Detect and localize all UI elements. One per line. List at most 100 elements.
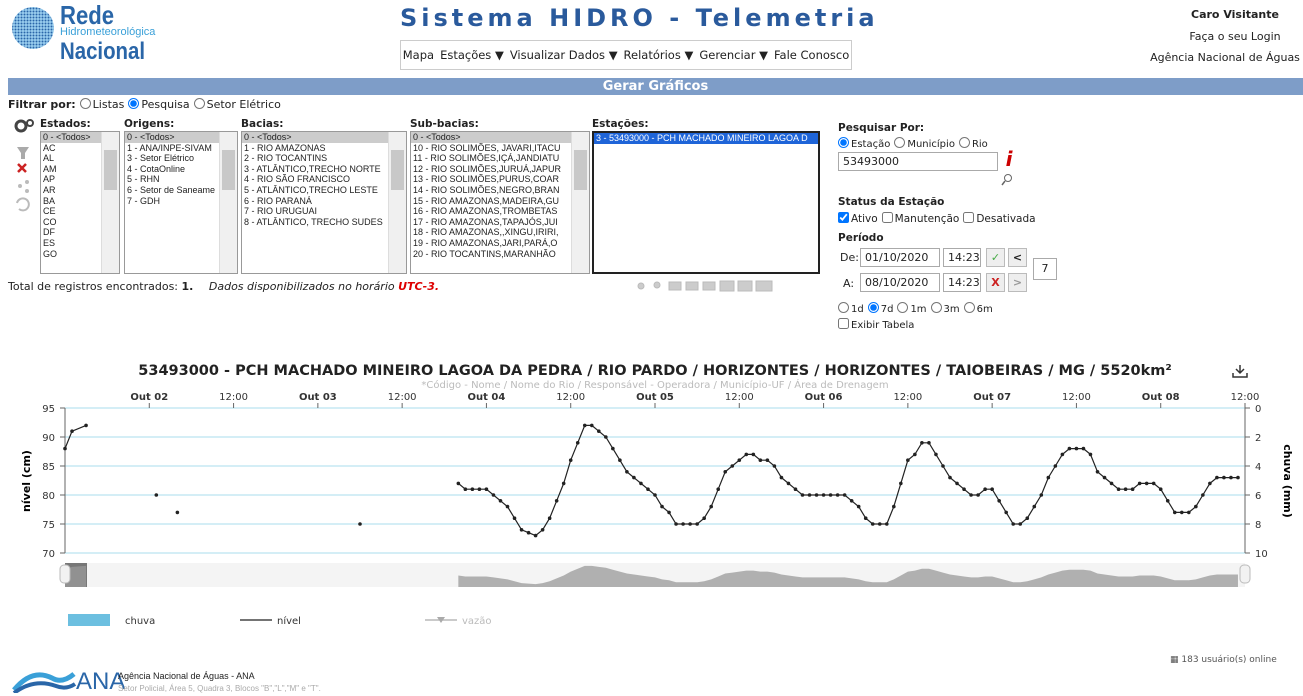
list-box[interactable]: 0 - <Todos> 1 - RIO AMAZONAS 2 - RIO TOCAN…: [241, 131, 407, 274]
range-option-input[interactable]: [963, 302, 975, 313]
to-time[interactable]: 14:23: [943, 273, 981, 292]
list-item[interactable]: 3 - 53493000 - PCH MACHADO MINEIRO LAGOA…: [594, 133, 818, 144]
point: [983, 487, 987, 491]
list-item[interactable]: 14 - RIO SOLIMÕES,NEGRO,BRAN: [413, 184, 560, 195]
list-item[interactable]: 1 - ANA/INPE-SIVAM: [127, 142, 212, 153]
list-item[interactable]: 8 - ATLÂNTICO, TRECHO SUDES: [244, 216, 383, 227]
list-item[interactable]: 7 - RIO URUGUAI: [244, 206, 318, 217]
filter-option-input[interactable]: [128, 98, 140, 109]
list-item[interactable]: 6 - RIO PARANÁ: [244, 195, 312, 206]
to-date[interactable]: 08/10/2020: [860, 273, 940, 292]
list-item[interactable]: 13 - RIO SOLIMÕES,PURUS,COAR: [413, 174, 560, 185]
list-item[interactable]: CE: [43, 206, 56, 217]
online-count: 183 usuário(s) online: [1181, 655, 1277, 665]
list-item[interactable]: 7 - GDH: [127, 195, 161, 206]
y-axis-label: nível (cm): [20, 450, 33, 512]
legend-item[interactable]: nível: [240, 615, 301, 627]
list-item[interactable]: 16 - RIO AMAZONAS,TROMBETAS: [413, 206, 558, 217]
prev-button[interactable]: <: [1008, 248, 1027, 267]
menu-item[interactable]: Estações ▼: [440, 48, 504, 62]
list-item[interactable]: 0 - <Todos>: [242, 132, 406, 143]
range-option-input[interactable]: [838, 302, 849, 313]
list-item[interactable]: 3 - ATLÂNTICO,TRECHO NORTE: [244, 163, 381, 174]
search-option-input[interactable]: [894, 137, 906, 148]
list-item[interactable]: 20 - RIO TOCANTINS,MARANHÃO: [413, 248, 556, 259]
list-item[interactable]: AP: [43, 174, 56, 185]
list-item[interactable]: GO: [43, 248, 58, 259]
login-link[interactable]: Faça o seu Login: [1189, 30, 1281, 43]
filter-option-input[interactable]: [193, 98, 205, 109]
legend-label: nível: [277, 615, 301, 627]
list-item[interactable]: 2 - RIO TOCANTINS: [244, 153, 328, 164]
menu-item[interactable]: Relatórios ▼: [623, 48, 694, 62]
legend-item[interactable]: vazão: [425, 616, 492, 627]
list-item[interactable]: 4 - CotaOnline: [127, 163, 186, 174]
list-item[interactable]: ES: [43, 237, 56, 248]
list-item[interactable]: 12 - RIO SOLIMÕES,JURUÁ,JAPUR: [413, 163, 562, 174]
list-item[interactable]: 19 - RIO AMAZONAS,JARI,PARÁ,O: [413, 237, 558, 248]
list-item[interactable]: 0 - <Todos>: [411, 132, 589, 143]
list-item[interactable]: DF: [43, 227, 55, 238]
point: [730, 464, 735, 468]
list-item[interactable]: AR: [43, 184, 56, 195]
legend-item[interactable]: chuva: [68, 614, 155, 627]
status-option-input[interactable]: [838, 212, 849, 223]
list-item[interactable]: AM: [43, 163, 57, 174]
y2-axis-label: chuva (mm): [1281, 444, 1294, 518]
list-item[interactable]: CO: [43, 216, 57, 227]
navigator-area: [65, 565, 1238, 587]
menu-item[interactable]: Fale Conosco: [773, 48, 850, 62]
point: [484, 487, 489, 491]
range-option-input[interactable]: [867, 302, 879, 313]
list-item[interactable]: 0 - <Todos>: [41, 132, 119, 143]
clear-button[interactable]: X: [986, 273, 1005, 292]
next-button[interactable]: >: [1008, 273, 1027, 292]
info-icon[interactable]: i: [998, 150, 1020, 190]
list-box[interactable]: 3 - 53493000 - PCH MACHADO MINEIRO LAGOA…: [592, 131, 820, 274]
list-item[interactable]: AL: [43, 153, 55, 164]
summary: Total de registros encontrados: 1. Dados…: [8, 280, 439, 293]
search-option-label: Rio: [971, 139, 988, 150]
list-item[interactable]: 0 - <Todos>: [125, 132, 237, 143]
range-option-input[interactable]: [897, 302, 909, 313]
status-option-input[interactable]: [881, 212, 893, 223]
point: [582, 423, 587, 428]
point: [1004, 510, 1008, 515]
list-item[interactable]: 11 - RIO SOLIMÕES,IÇÁ,JANDIATU: [413, 153, 560, 164]
list-item[interactable]: 4 - RIO SÃO FRANCISCO: [244, 174, 351, 185]
menu-item[interactable]: Gerenciar ▼: [699, 48, 768, 62]
list-item[interactable]: BA: [43, 195, 56, 206]
list-item[interactable]: 10 - RIO SOLIMÕES, JAVARI,ITACU: [413, 142, 561, 153]
search-option-input[interactable]: [958, 137, 970, 148]
list-box[interactable]: 0 - <Todos> AC AL AM AP AR BA CE CO DF ES GO: [40, 131, 120, 274]
export-icon[interactable]: [1232, 365, 1248, 378]
search-option-input[interactable]: [838, 137, 849, 148]
point: [519, 528, 524, 532]
from-time[interactable]: 14:23: [943, 248, 981, 267]
apply-button[interactable]: ✓: [986, 248, 1005, 267]
status-option-input[interactable]: [963, 212, 975, 223]
list-item[interactable]: 17 - RIO AMAZONAS,TAPAJÓS,JUI: [413, 216, 558, 227]
list-item[interactable]: 5 - ATLÂNTICO,TRECHO LESTE: [244, 184, 378, 195]
days-input[interactable]: 7: [1033, 258, 1057, 280]
from-date[interactable]: 01/10/2020: [860, 248, 940, 267]
range-option-input[interactable]: [930, 302, 942, 313]
range-option-label: 1m: [910, 304, 927, 315]
list-item[interactable]: AC: [43, 142, 56, 153]
list-item[interactable]: 1 - RIO AMAZONAS: [244, 142, 326, 153]
table-checkbox[interactable]: [838, 318, 849, 329]
menu-item[interactable]: Mapa: [402, 48, 435, 62]
point: [505, 504, 510, 509]
list-item[interactable]: 15 - RIO AMAZONAS,MADEIRA,GU: [413, 195, 560, 206]
list-item[interactable]: 3 - Setor Elétrico: [127, 153, 195, 164]
navigator-handle: [1239, 564, 1251, 584]
list-item[interactable]: 18 - RIO AMAZONAS,,XINGU,IRIRI,: [413, 227, 559, 238]
list-box[interactable]: 0 - <Todos> 1 - ANA/INPE-SIVAM 3 - Setor E…: [124, 131, 238, 274]
list-item[interactable]: 6 - Setor de Saneame: [127, 184, 216, 195]
filter-option-input[interactable]: [79, 98, 91, 109]
search-input[interactable]: 53493000: [838, 152, 998, 171]
menu-item[interactable]: Visualizar Dados ▼: [509, 48, 618, 62]
y-tick-label: 75: [42, 520, 55, 531]
list-item[interactable]: 5 - RHN: [127, 174, 160, 185]
list-box[interactable]: 0 - <Todos> 10 - RIO SOLIMÕES, JAVARI,ITA…: [410, 131, 590, 274]
